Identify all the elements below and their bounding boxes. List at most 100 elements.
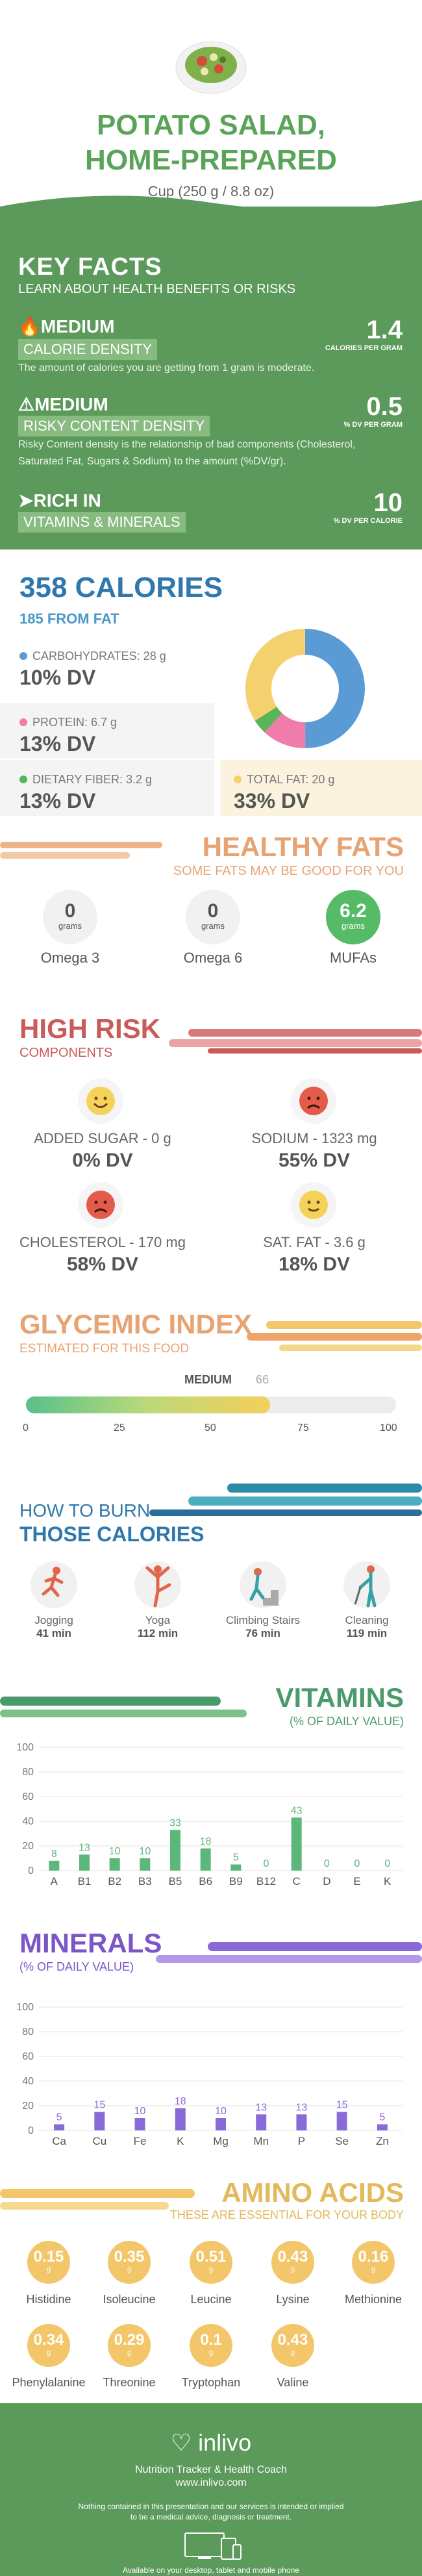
macro-label: TOTAL FAT: 20 g <box>247 773 335 786</box>
activity-time: 119 min <box>346 1627 388 1639</box>
amino-circle: 0.16 g <box>352 2241 395 2284</box>
x-tick-label: K <box>177 2135 184 2147</box>
risk-dv: 18% DV <box>278 1254 351 1275</box>
fact-unit: % DV PER GRAM <box>343 421 403 429</box>
legend-dot <box>19 718 27 726</box>
legend-dot <box>19 776 27 783</box>
bar-value-label: 10 <box>139 1846 151 1857</box>
footer-link[interactable]: www.inlivo.com <box>175 2477 247 2488</box>
bar-Mn <box>256 2114 267 2130</box>
x-tick-label: Ca <box>52 2135 66 2147</box>
macro-dv: 13% DV <box>19 732 96 755</box>
high-risk-subtitle: COMPONENTS <box>19 1046 113 1060</box>
bar-value-label: 15 <box>336 2100 348 2111</box>
amino-circle: 0.15 g <box>27 2241 70 2284</box>
jogging-icon <box>31 1561 77 1608</box>
gi-tick: 25 <box>114 1422 125 1433</box>
macro-fat: TOTAL FAT: 20 g 33% DV <box>221 760 422 816</box>
bar-value-label: 5 <box>379 2112 385 2123</box>
risk-label: SODIUM - 1323 mg <box>251 1130 377 1146</box>
minerals-bar-chart: 0 20 40 60 80 100 5 Ca 15 Cu 10 Fe 18 K 10 Mg 13 Mn 13 P 15 S… <box>16 2002 403 2147</box>
gi-value: 66 <box>256 1373 269 1386</box>
y-tick-label: 80 <box>22 1767 34 1778</box>
flame-icon: 🔥 <box>18 316 41 336</box>
warning-icon: ⚠ <box>18 394 35 414</box>
fact-value: 0.5 <box>366 392 403 421</box>
gi-tick: 50 <box>205 1422 216 1433</box>
y-tick-label: 100 <box>16 2002 34 2013</box>
amino-circle: 0.43 g <box>271 2324 314 2367</box>
decorative-stripes <box>156 1942 422 1963</box>
gi-fill <box>26 1396 271 1413</box>
decorative-stripes <box>169 1029 422 1054</box>
gi-track <box>26 1396 396 1413</box>
amino-circle: 0.51 g <box>190 2241 232 2284</box>
bar-value-label: 5 <box>233 1852 239 1863</box>
activity-name: Cleaning <box>345 1614 389 1626</box>
fat-value: 0 <box>207 900 219 922</box>
activity-jogging: Jogging 41 min <box>5 1559 103 1640</box>
x-tick-label: B1 <box>78 1875 92 1888</box>
x-tick-label: K <box>384 1875 391 1888</box>
amino-name: Tryptophan <box>181 2376 241 2389</box>
bar-value-label: 0 <box>324 1858 330 1869</box>
bar-value-label: 5 <box>56 2112 62 2123</box>
bar-Fe <box>134 2118 145 2130</box>
vitamins-bar-chart: 0 20 40 60 80 100 8 A 13 B1 10 B2 10 B3 33 B5 18 B6 5 B9 0 B1… <box>16 1742 403 1888</box>
bar-P <box>296 2114 307 2130</box>
amino-name: Isoleucine <box>103 2293 156 2306</box>
amino-circle: 0.34 g <box>27 2324 70 2367</box>
serving-size: Cup (250 g / 8.8 oz) <box>147 183 275 199</box>
bar-Ca <box>54 2124 65 2130</box>
y-tick-label: 100 <box>16 1742 34 1753</box>
decorative-stripes <box>247 1321 422 1351</box>
decorative-stripes <box>0 1697 247 1717</box>
y-tick-label: 0 <box>28 1865 34 1876</box>
amino-value: 0.15 <box>33 2248 64 2266</box>
activity-name: Jogging <box>34 1614 73 1626</box>
inlivo-logo[interactable]: ♡ inlivo <box>0 2429 422 2456</box>
calories-title: 358 CALORIES <box>19 572 223 603</box>
amino-name: Valine <box>277 2376 309 2389</box>
amino-unit: g <box>208 2266 214 2273</box>
glycemic-title: GLYCEMIC INDEX <box>19 1309 252 1339</box>
macro-dv: 33% DV <box>234 789 310 813</box>
y-tick-label: 20 <box>22 2101 34 2112</box>
activity-time: 112 min <box>137 1627 179 1639</box>
amino-unit: g <box>208 2349 214 2356</box>
title-line-2: HOME-PREPARED <box>85 144 337 176</box>
sad-face-icon <box>78 1182 123 1228</box>
calories-from-fat: 185 FROM FAT <box>19 611 119 627</box>
key-facts-title: KEY FACTS <box>18 253 162 281</box>
x-tick-label: Mg <box>213 2135 229 2147</box>
amino-unit: g <box>127 2349 132 2356</box>
amino-name: Histidine <box>26 2293 71 2306</box>
amino-value: 0.1 <box>200 2331 222 2349</box>
bar-value-label: 18 <box>200 1836 212 1847</box>
y-tick-label: 60 <box>22 2051 34 2062</box>
y-tick-label: 40 <box>22 1816 34 1827</box>
key-facts-section: KEY FACTS LEARN ABOUT HEALTH BENEFITS OR… <box>0 196 422 549</box>
amino-value: 0.29 <box>114 2331 145 2349</box>
fact-level-text: MEDIUM <box>34 394 108 414</box>
glycemic-subtitle: ESTIMATED FOR THIS FOOD <box>19 1342 190 1356</box>
amino-value: 0.51 <box>195 2248 227 2266</box>
burn-title-2: THOSE CALORIES <box>19 1522 205 1546</box>
activity-name: Climbing Stairs <box>225 1614 301 1626</box>
healthy-fats-subtitle: SOME FATS MAY BE GOOD FOR YOU <box>173 864 404 878</box>
x-tick-label: Zn <box>376 2135 389 2147</box>
activity-cleaning: Cleaning 119 min <box>318 1559 416 1640</box>
fat-label: Omega 6 <box>183 950 243 966</box>
risk-dv: 0% DV <box>72 1150 133 1171</box>
x-tick-label: Cu <box>92 2135 106 2147</box>
bar-value-label: 15 <box>93 2100 105 2111</box>
bar-A <box>49 1860 60 1871</box>
x-tick-label: D <box>323 1875 330 1888</box>
x-tick-label: B2 <box>108 1875 121 1888</box>
vitamins-subtitle: (% OF DAILY VALUE) <box>289 1715 404 1728</box>
bar-B9 <box>230 1864 242 1871</box>
fact-level: ➤RICH IN <box>18 490 101 511</box>
fat-label: Omega 3 <box>40 950 100 966</box>
bar-B1 <box>79 1854 90 1871</box>
fat-unit: grams <box>201 921 225 931</box>
